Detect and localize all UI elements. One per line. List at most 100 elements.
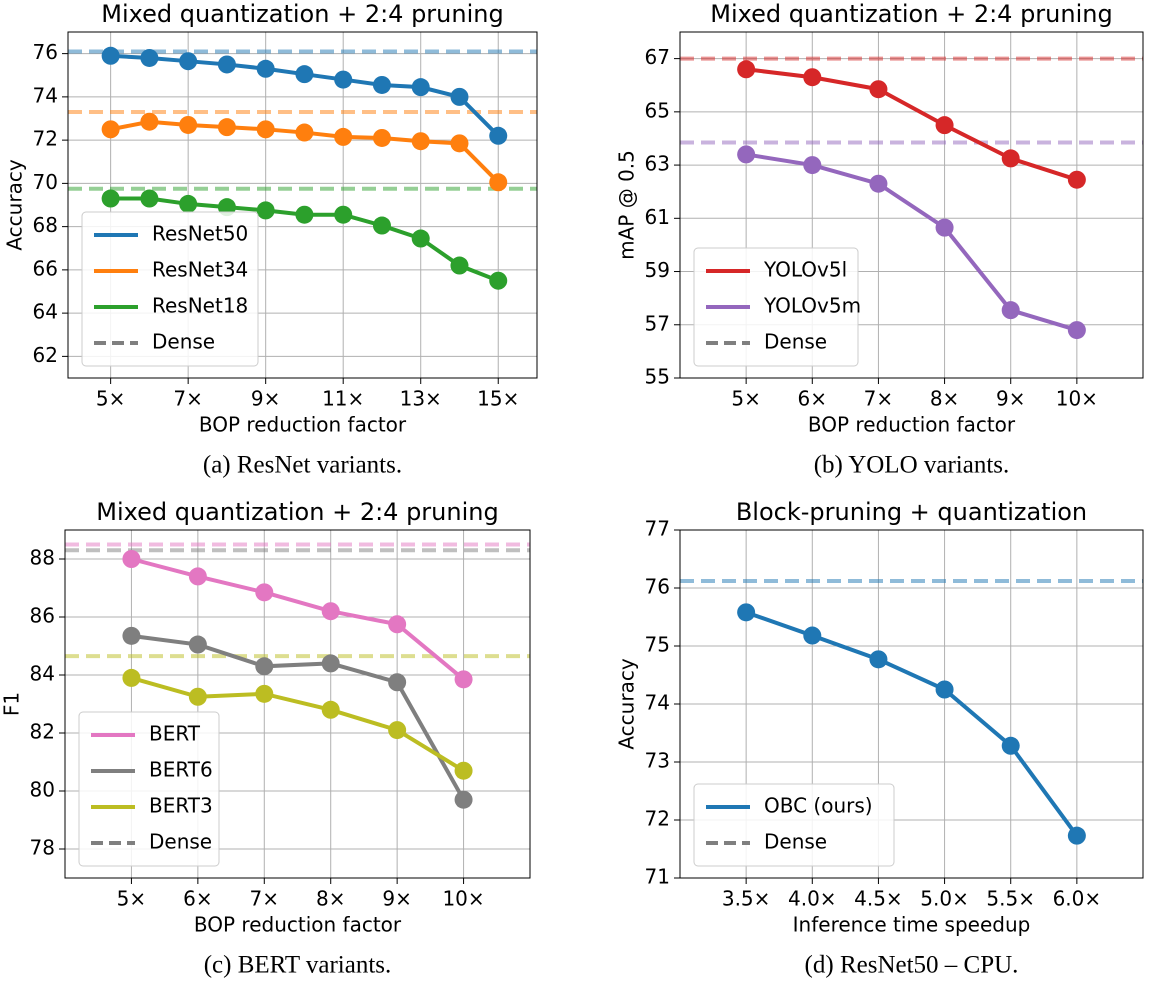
data-point [450, 256, 469, 275]
x-tick-label: 5× [117, 887, 146, 911]
y-tick-label: 82 [30, 720, 55, 744]
series-line [130, 557, 465, 681]
data-point [1067, 321, 1086, 340]
legend-label: ResNet18 [152, 294, 248, 318]
plot-frame [64, 529, 531, 879]
x-tick-label: 8× [930, 387, 959, 411]
data-point [321, 654, 340, 673]
y-tick-label: 67 [645, 45, 670, 69]
x-tick-label: 3.5× [722, 887, 771, 911]
series-line [745, 67, 1078, 182]
legend-label: BERT3 [149, 794, 213, 818]
data-point [388, 615, 407, 634]
y-tick-label: 59 [645, 258, 670, 282]
chart-title: Mixed quantization + 2:4 pruning [101, 0, 503, 28]
data-point [256, 201, 275, 220]
chart-title: Mixed quantization + 2:4 pruning [96, 498, 498, 526]
data-point [101, 46, 120, 65]
data-point [188, 687, 207, 706]
plot-frame [67, 31, 538, 379]
data-point [489, 271, 508, 290]
y-tick-label: 61 [645, 205, 670, 229]
data-point [1067, 826, 1086, 845]
x-tick-label: 7× [250, 887, 279, 911]
data-point [803, 156, 822, 175]
data-point [217, 118, 236, 137]
y-tick-label: 70 [33, 170, 58, 194]
data-point [869, 174, 888, 193]
y-tick-label: 80 [30, 778, 55, 802]
data-point [217, 55, 236, 74]
data-point [255, 684, 274, 703]
data-point [935, 680, 954, 699]
y-tick-label: 64 [33, 300, 58, 324]
x-tick-label: 10× [442, 887, 484, 911]
data-point [411, 132, 430, 151]
legend-label: YOLOv5l [763, 258, 847, 282]
caption: (c) BERT variants. [204, 952, 392, 979]
data-point [935, 116, 954, 135]
x-tick-label: 6× [798, 387, 827, 411]
y-tick-label: 74 [645, 691, 670, 715]
y-tick-label: 86 [30, 604, 55, 628]
series-line [745, 610, 1079, 837]
data-point [388, 673, 407, 692]
chart-title: Mixed quantization + 2:4 pruning [710, 0, 1112, 28]
y-tick-label: 78 [30, 836, 55, 860]
y-tick-label: 73 [645, 749, 670, 773]
y-tick-label: 72 [33, 127, 58, 151]
data-point [869, 80, 888, 99]
legend-box [78, 711, 220, 867]
y-axis-label: Accuracy [3, 159, 27, 250]
data-point [179, 194, 198, 213]
y-tick-label: 74 [33, 83, 58, 107]
y-tick-label: 68 [33, 213, 58, 237]
y-tick-label: 77 [645, 517, 670, 541]
data-point [334, 127, 353, 146]
data-point [101, 120, 120, 139]
y-tick-label: 84 [30, 662, 55, 686]
data-point [256, 120, 275, 139]
data-point [1001, 301, 1020, 320]
x-tick-label: 13× [400, 387, 442, 411]
x-tick-label: 5× [731, 387, 760, 411]
legend-label: ResNet50 [152, 222, 248, 246]
series-line [131, 633, 466, 801]
data-point [489, 126, 508, 145]
data-point [388, 721, 407, 740]
legend-box [693, 783, 895, 867]
data-point [803, 68, 822, 87]
legend-label: BERT [149, 722, 201, 746]
x-axis-label: Inference time speedup [793, 913, 1031, 937]
data-point [454, 670, 473, 689]
data-point [101, 189, 120, 208]
caption: (d) ResNet50 – CPU. [805, 952, 1019, 979]
y-tick-label: 76 [33, 40, 58, 64]
legend-label: Dense [152, 330, 215, 354]
data-point [188, 567, 207, 586]
y-tick-label: 66 [33, 256, 58, 280]
data-point [321, 602, 340, 621]
series-line [130, 675, 465, 773]
data-point [188, 635, 207, 654]
y-tick-label: 57 [645, 311, 670, 335]
data-point [140, 48, 159, 67]
x-axis-label: BOP reduction factor [194, 913, 402, 937]
plot-frame [679, 529, 1144, 879]
data-point [122, 550, 141, 568]
data-point [489, 173, 508, 192]
data-point [1001, 149, 1020, 168]
x-tick-label: 5× [96, 387, 125, 411]
data-point [737, 603, 756, 622]
x-tick-label: 4.5× [854, 887, 903, 911]
data-point [321, 700, 340, 719]
x-tick-label: 9× [251, 387, 280, 411]
x-tick-label: 10× [1056, 387, 1098, 411]
legend-box [693, 247, 859, 367]
x-tick-label: 8× [316, 887, 345, 911]
data-point [454, 790, 473, 809]
x-tick-label: 7× [173, 387, 202, 411]
data-point [411, 229, 430, 248]
data-point [140, 189, 159, 208]
y-tick-label: 65 [645, 98, 670, 122]
